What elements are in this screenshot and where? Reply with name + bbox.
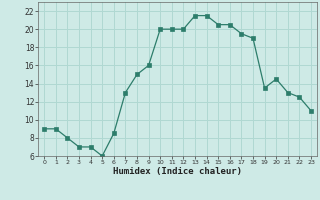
X-axis label: Humidex (Indice chaleur): Humidex (Indice chaleur) xyxy=(113,167,242,176)
